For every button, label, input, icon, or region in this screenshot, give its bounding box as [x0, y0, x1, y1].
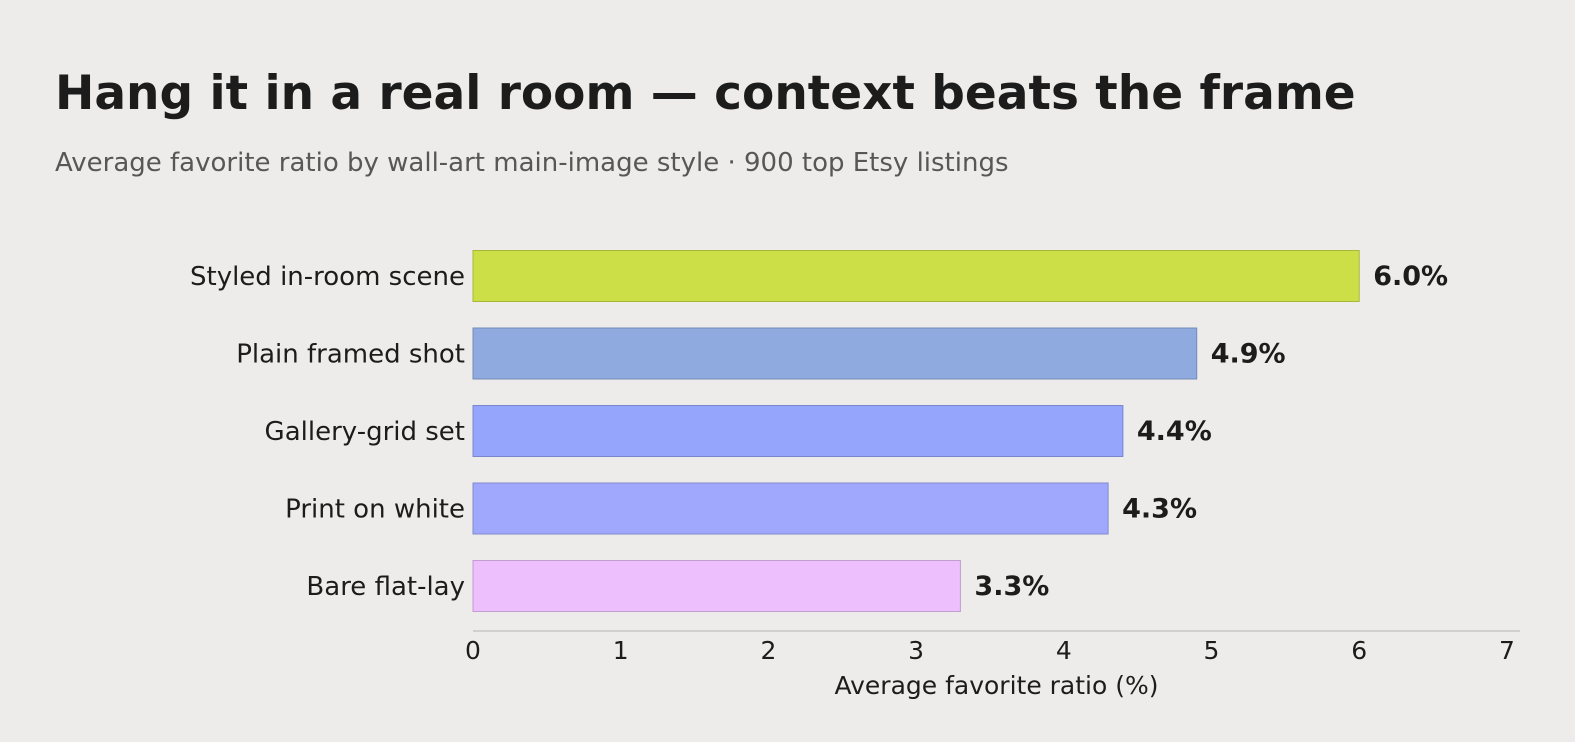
x-tick-label: 0 — [465, 636, 481, 665]
bar — [472, 327, 1198, 380]
x-tick-label: 1 — [613, 636, 629, 665]
category-label: Bare flat-lay — [306, 572, 465, 602]
bar — [472, 482, 1109, 535]
x-tick-label: 2 — [760, 636, 776, 665]
category-label: Styled in-room scene — [190, 262, 465, 292]
bar — [472, 250, 1360, 302]
category-label: Plain framed shot — [236, 340, 465, 370]
x-axis: 0 1 2 3 4 5 6 7 Average favorite ratio (%) — [465, 630, 1520, 700]
bar — [472, 560, 961, 612]
value-label: 4.4% — [1137, 416, 1212, 447]
value-label: 6.0% — [1373, 261, 1448, 292]
x-tick-label: 4 — [1056, 636, 1072, 665]
bar — [472, 405, 1124, 457]
category-label: Gallery-grid set — [265, 417, 465, 447]
bars-group: Styled in-room scene 6.0% Plain framed sho… — [190, 250, 1448, 612]
x-tick-label: 3 — [908, 636, 924, 665]
x-tick-label: 6 — [1351, 636, 1367, 665]
chart-subtitle: Average favorite ratio by wall-art main-… — [55, 148, 1009, 178]
x-tick-label: 7 — [1499, 636, 1515, 665]
value-label: 4.9% — [1211, 339, 1286, 370]
x-tick-label: 5 — [1204, 636, 1220, 665]
category-label: Print on white — [285, 495, 465, 525]
value-label: 3.3% — [974, 571, 1049, 602]
chart-title: Hang it in a real room — context beats t… — [55, 66, 1356, 121]
x-axis-title: Average favorite ratio (%) — [834, 671, 1158, 700]
value-label: 4.3% — [1122, 494, 1197, 525]
